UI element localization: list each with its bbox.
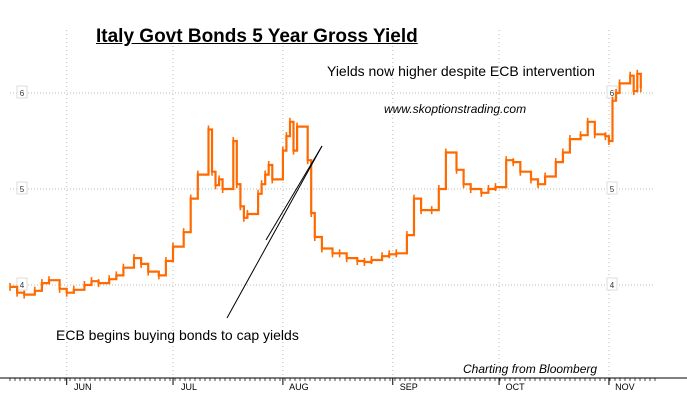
annotation-ecb-pointer — [226, 145, 323, 319]
y-tick-box-left — [16, 277, 28, 291]
y-tick-label-left: 5 — [20, 185, 25, 194]
y-tick-label-right: 6 — [610, 89, 615, 98]
y-tick-box-left — [16, 85, 28, 99]
annotation-credit: Charting from Bloomberg — [463, 362, 598, 376]
x-tick-label: NOV — [615, 382, 635, 392]
annotation-ecb-buying: ECB begins buying bonds to cap yields — [56, 327, 299, 343]
y-tick-label-right: 5 — [610, 185, 615, 194]
y-tick-label-right: 4 — [610, 281, 615, 290]
chart-title: Italy Govt Bonds 5 Year Gross Yield — [96, 26, 418, 47]
y-tick-label-left: 4 — [20, 281, 25, 290]
y-tick-box-right — [606, 181, 618, 195]
x-tick-label: OCT — [506, 382, 526, 392]
x-tick-label: SEP — [400, 382, 418, 392]
annotation-intervention: Yields now higher despite ECB interventi… — [327, 63, 595, 79]
x-tick-label: AUG — [289, 382, 309, 392]
annotation-website: www.skoptionstrading.com — [384, 102, 527, 116]
series-line — [10, 72, 642, 296]
y-tick-label-left: 6 — [20, 89, 25, 98]
x-tick-label: JUL — [181, 382, 197, 392]
y-tick-box-left — [16, 181, 28, 195]
y-tick-box-right — [606, 277, 618, 291]
x-tick-label: JUN — [74, 382, 92, 392]
annotation-ecb-pointer-secondary — [265, 145, 323, 241]
